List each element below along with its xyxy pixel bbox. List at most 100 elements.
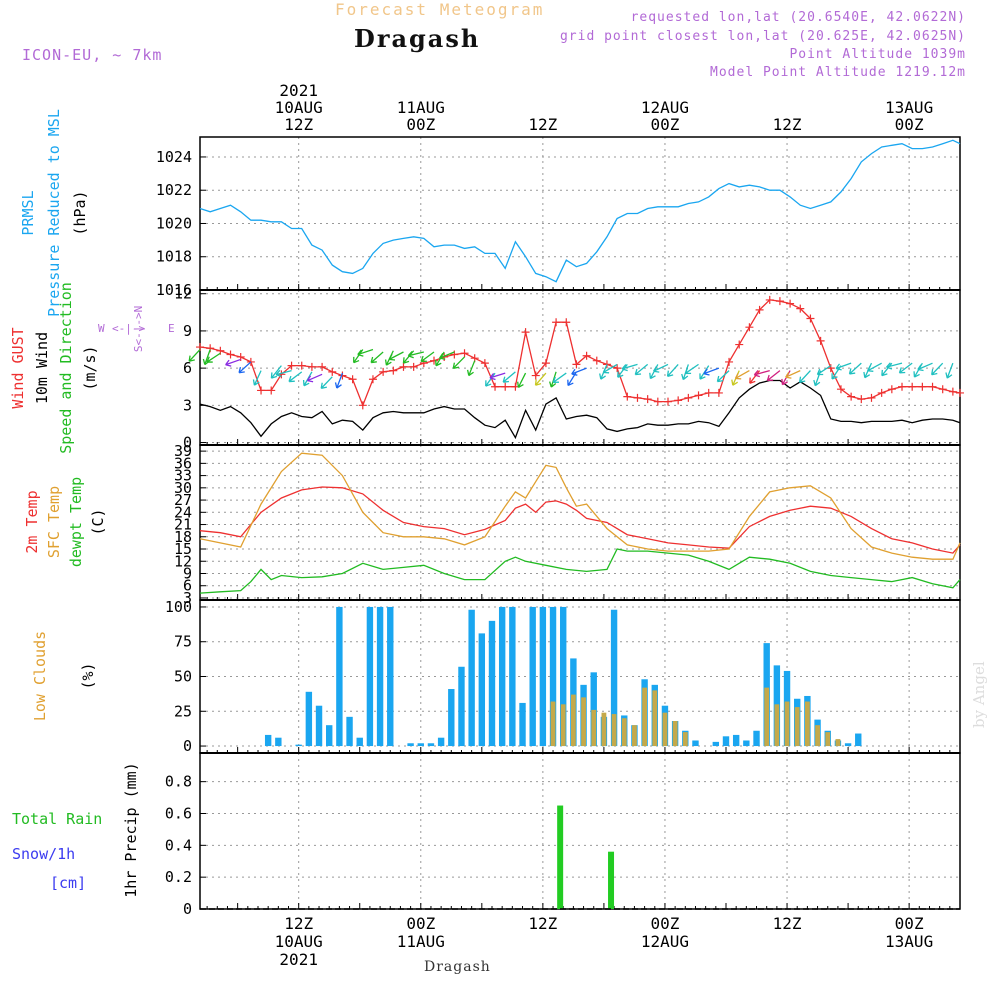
- gust-marker: [806, 314, 815, 323]
- total-cloud-bar: [732, 734, 740, 747]
- gust-marker: [755, 305, 764, 314]
- total-cloud-bar: [437, 737, 445, 747]
- total-cloud-bar: [356, 737, 363, 747]
- wind-axis-label: Wind GUST 10m Wind Speed and Direction (m/s…: [9, 282, 99, 454]
- total-cloud-bar: [417, 743, 424, 747]
- wind-direction-arrow: [357, 348, 374, 357]
- total-cloud-bar: [753, 730, 760, 747]
- series-line-dewpt-temp: [199, 548, 961, 594]
- y-tick-label: 1022: [156, 181, 192, 199]
- gust-marker: [613, 364, 622, 373]
- gust-marker: [816, 336, 825, 345]
- wind-direction-arrow: [466, 360, 476, 377]
- y-tick-label: 27: [174, 491, 192, 509]
- top-time-label: 12AUG: [641, 98, 689, 117]
- low-cloud-bar: [570, 694, 576, 747]
- low-cloud-bar: [642, 687, 648, 747]
- total-cloud-bar: [722, 736, 730, 747]
- wind-direction-arrow: [848, 362, 862, 375]
- gust-marker: [857, 395, 866, 404]
- y-tick-label: 12: [174, 552, 192, 570]
- gust-marker: [338, 371, 347, 380]
- gust-marker: [582, 351, 591, 360]
- wind-direction-arrow: [485, 372, 496, 387]
- gust-marker: [684, 393, 693, 402]
- y-tick-label: 0: [183, 900, 192, 918]
- low-cloud-bar: [611, 714, 617, 747]
- wind-direction-arrow: [835, 362, 852, 371]
- bottom-time-label: 13AUG: [885, 932, 933, 951]
- wind-direction-arrow: [238, 361, 252, 374]
- series-line-sfc-temp: [199, 452, 961, 560]
- top-time-label: 12Z: [773, 115, 802, 134]
- bottom-time-label: 10AUG: [275, 932, 323, 951]
- wind-axis-label-line: 10m Wind: [33, 332, 51, 404]
- forecast-title: Forecast Meteogram: [335, 0, 545, 19]
- wind-direction-arrow: [252, 370, 262, 386]
- wind-direction-arrow: [275, 369, 292, 378]
- wind-direction-arrow: [634, 363, 649, 376]
- total-cloud-bar: [448, 689, 455, 747]
- gust-marker: [399, 362, 408, 371]
- wind-direction-arrow: [225, 358, 241, 367]
- gust-marker: [501, 382, 510, 391]
- gust-marker: [653, 397, 662, 406]
- y-tick-label: 36: [174, 454, 192, 472]
- total-cloud-bar: [560, 606, 567, 747]
- requested-coordinates: requested lon,lat (20.6540E, 42.0622N): [630, 10, 966, 25]
- total-cloud-bar: [315, 705, 323, 747]
- low-cloud-bar: [764, 687, 770, 747]
- gust-marker: [267, 386, 276, 395]
- wind-direction-arrow: [552, 372, 567, 383]
- y-tick-label: 0: [183, 434, 192, 452]
- clouds-axis-label-line: (%): [79, 662, 97, 689]
- wind-direction-arrow: [270, 365, 282, 379]
- wind-direction-arrow: [420, 351, 435, 363]
- model-point-altitude: Model Point Altitude 1219.12m: [710, 65, 966, 80]
- gust-marker: [226, 350, 235, 359]
- pressure-axis-label: PRMSL Pressure Reduced to MSL (hPa): [19, 109, 89, 317]
- wind-direction-arrow: [703, 367, 720, 376]
- gust-marker: [623, 392, 632, 401]
- y-tick-label: 1024: [156, 148, 192, 166]
- total-cloud-bar: [610, 609, 618, 747]
- total-cloud-bar: [478, 633, 486, 747]
- gust-marker: [775, 297, 784, 306]
- gust-marker: [704, 388, 713, 397]
- low-cloud-bar: [815, 725, 820, 747]
- gust-marker: [643, 395, 652, 404]
- panel-frame: [199, 136, 961, 291]
- series-line-10m-wind: [199, 379, 961, 440]
- panel-pressure: 1016 1018 1020 1022 1024: [156, 136, 961, 299]
- pressure-axis-label-line: PRMSL: [19, 190, 37, 235]
- temperature-axis-label-line: SFC Temp: [45, 486, 63, 558]
- panel-frame: [199, 752, 961, 910]
- y-tick-label: 1020: [156, 214, 192, 232]
- total-cloud-bar: [488, 620, 496, 747]
- low-cloud-bar: [550, 701, 556, 747]
- gust-marker: [725, 357, 734, 366]
- total-cloud-bar: [346, 716, 353, 747]
- y-tick-label: 0.6: [165, 804, 192, 822]
- wind-direction-arrow: [886, 362, 903, 370]
- top-time-label: 2021: [279, 81, 318, 100]
- point-altitude: Point Altitude 1039m: [789, 47, 966, 62]
- y-tick-label: 3: [183, 396, 192, 414]
- y-tick-label: 3: [183, 589, 192, 607]
- total-cloud-bar: [264, 734, 272, 747]
- total-cloud-bar: [326, 725, 333, 747]
- wind-direction-arrow: [288, 371, 303, 383]
- precip-axis-label: 1hr Precip (mm): [122, 762, 140, 897]
- total-cloud-bar: [427, 743, 435, 747]
- gust-marker: [956, 388, 964, 397]
- gust-marker: [714, 388, 723, 397]
- gust-marker: [948, 387, 957, 396]
- y-tick-label: 15: [174, 540, 192, 558]
- y-tick-label: 6: [183, 577, 192, 595]
- bottom-time-label: 00Z: [406, 914, 435, 933]
- pressure-axis-label-line: (hPa): [71, 190, 89, 235]
- gust-marker: [358, 401, 367, 410]
- gust-marker: [786, 299, 795, 308]
